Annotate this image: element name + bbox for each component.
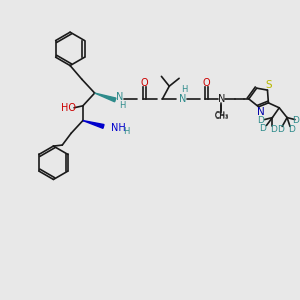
Text: D: D [289,125,296,134]
Polygon shape [95,93,116,102]
Text: D: D [277,125,284,134]
Text: S: S [265,80,272,90]
Text: CH₃: CH₃ [214,111,228,120]
Text: N: N [257,107,265,117]
Text: D: D [259,124,266,133]
Text: NH: NH [111,123,126,134]
Text: N: N [218,94,225,104]
Text: D: D [257,116,264,125]
Polygon shape [83,121,104,128]
Text: D: D [292,116,299,125]
Text: H: H [123,127,130,136]
Text: CH₃: CH₃ [214,112,228,121]
Text: H: H [119,101,126,110]
Text: HO: HO [61,103,76,113]
Text: O: O [141,78,148,88]
Text: N: N [116,92,124,102]
Text: O: O [203,78,210,88]
Text: D: D [270,125,277,134]
Text: H: H [181,85,188,94]
Text: N: N [179,94,187,104]
